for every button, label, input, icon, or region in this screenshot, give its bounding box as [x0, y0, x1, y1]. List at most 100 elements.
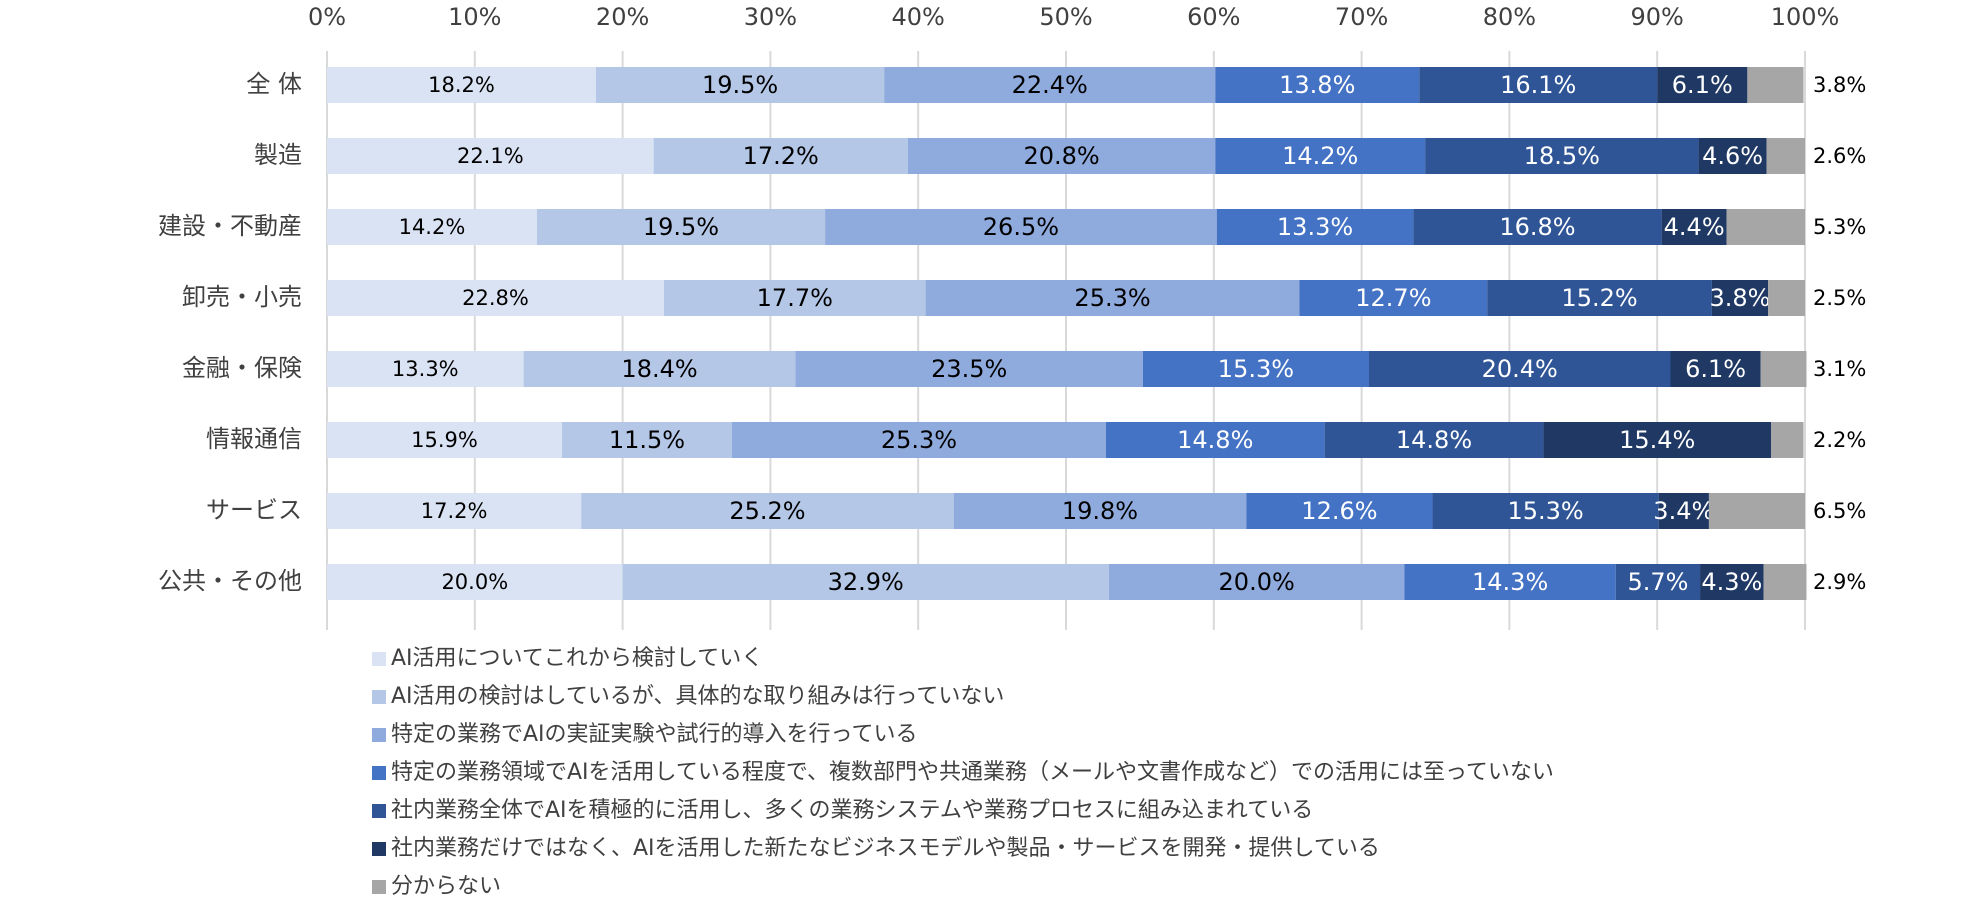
x-tick-label: 0% — [308, 3, 346, 31]
bar-segment — [925, 280, 1300, 316]
bar-segment — [327, 422, 563, 458]
value-label: 3.8% — [1813, 73, 1866, 97]
bar-segment — [1215, 138, 1426, 174]
bar-segment — [1404, 564, 1616, 600]
x-tick-label: 70% — [1335, 3, 1388, 31]
x-tick-label: 60% — [1187, 3, 1240, 31]
x-tick-label: 100% — [1771, 3, 1840, 31]
value-label: 23.5% — [931, 355, 1007, 383]
legend-swatch — [372, 728, 386, 742]
value-label: 5.7% — [1627, 568, 1688, 596]
bar-segment — [1726, 209, 1805, 245]
legend-swatch — [372, 842, 386, 856]
bar-segment — [731, 422, 1106, 458]
category-label: 金融・保険 — [182, 354, 302, 382]
bar-segment — [1324, 422, 1544, 458]
value-label: 6.1% — [1685, 355, 1746, 383]
x-tick-label: 10% — [448, 3, 501, 31]
bar-segment — [1760, 351, 1807, 387]
bar-segment — [1700, 564, 1764, 600]
value-label: 16.1% — [1500, 71, 1576, 99]
value-label: 13.8% — [1279, 71, 1355, 99]
value-label: 6.5% — [1813, 499, 1866, 523]
legend-label: 特定の業務領域でAIを活用している程度で、複数部門や共通業務（メールや文書作成な… — [391, 760, 1554, 785]
value-label: 14.2% — [1282, 142, 1358, 170]
bar-segment — [327, 138, 654, 174]
bar-segment — [1543, 422, 1772, 458]
bar-segment — [1661, 209, 1727, 245]
legend-swatch — [372, 880, 386, 894]
value-label: 25.3% — [1074, 284, 1150, 312]
value-label: 4.4% — [1664, 213, 1725, 241]
value-label: 13.3% — [1277, 213, 1353, 241]
x-tick-label: 30% — [744, 3, 797, 31]
category-label: 公共・その他 — [158, 567, 302, 595]
value-label: 20.8% — [1023, 142, 1099, 170]
value-label: 25.2% — [729, 497, 805, 525]
bar-segment — [1142, 351, 1369, 387]
value-label: 20.4% — [1482, 355, 1558, 383]
bar-segment — [327, 209, 537, 245]
category-label: 情報通信 — [206, 425, 302, 453]
bar-segment — [1413, 209, 1662, 245]
value-label: 17.2% — [421, 499, 488, 523]
value-label: 14.8% — [1396, 426, 1472, 454]
bar-segment — [1711, 280, 1769, 316]
value-label: 3.8% — [1709, 284, 1770, 312]
value-label: 2.2% — [1813, 428, 1866, 452]
x-tick-label: 80% — [1483, 3, 1536, 31]
bar-segment — [327, 280, 664, 316]
bar-segment — [1216, 209, 1414, 245]
bar-segment — [595, 67, 885, 103]
value-label: 19.8% — [1062, 497, 1138, 525]
bar-segment — [953, 493, 1247, 529]
bar-segment — [622, 564, 1109, 600]
value-label: 18.4% — [621, 355, 697, 383]
bar-segment — [907, 138, 1216, 174]
value-label: 26.5% — [983, 213, 1059, 241]
bar-segment — [523, 351, 796, 387]
value-label: 20.0% — [441, 570, 508, 594]
category-label: 卸売・小売 — [182, 283, 302, 311]
bar-segment — [536, 209, 826, 245]
bar-segment — [1432, 493, 1659, 529]
category-label: 製造 — [254, 141, 302, 169]
value-label: 22.8% — [462, 286, 529, 310]
x-tick-label: 40% — [892, 3, 945, 31]
bar-segment — [1766, 138, 1805, 174]
bar-segment — [1763, 564, 1807, 600]
value-label: 15.3% — [1507, 497, 1583, 525]
bar-segment — [1215, 67, 1420, 103]
value-label: 4.3% — [1701, 568, 1762, 596]
value-label: 12.7% — [1355, 284, 1431, 312]
legend-label: AI活用についてこれから検討していく — [391, 646, 763, 671]
value-label: 4.6% — [1702, 142, 1763, 170]
value-label: 12.6% — [1301, 497, 1377, 525]
bar-segment — [1425, 138, 1699, 174]
bar-segment — [1747, 67, 1804, 103]
category-label: 建設・不動産 — [158, 212, 302, 240]
legend-label: 社内業務だけではなく、AIを活用した新たなビジネスモデルや製品・サービスを開発・… — [391, 836, 1380, 861]
bar-segment — [1105, 422, 1325, 458]
x-tick-label: 90% — [1631, 3, 1684, 31]
bar-segment — [327, 67, 596, 103]
bar-segment — [663, 280, 926, 316]
x-tick-label: 20% — [596, 3, 649, 31]
bar-segment — [581, 493, 954, 529]
value-label: 18.5% — [1524, 142, 1600, 170]
legend-label: 特定の業務でAIの実証実験や試行的導入を行っている — [391, 722, 917, 747]
value-label: 6.1% — [1672, 71, 1733, 99]
bar-segment — [884, 67, 1216, 103]
bar-segment — [653, 138, 908, 174]
value-label: 2.9% — [1813, 570, 1866, 594]
value-label: 19.5% — [702, 71, 778, 99]
bar-segment — [1670, 351, 1761, 387]
value-label: 14.2% — [399, 215, 466, 239]
value-label: 25.3% — [881, 426, 957, 454]
value-label: 14.3% — [1472, 568, 1548, 596]
bar-segment — [1368, 351, 1671, 387]
bar-segment — [1419, 67, 1658, 103]
value-label: 17.2% — [743, 142, 819, 170]
value-label: 13.3% — [392, 357, 459, 381]
